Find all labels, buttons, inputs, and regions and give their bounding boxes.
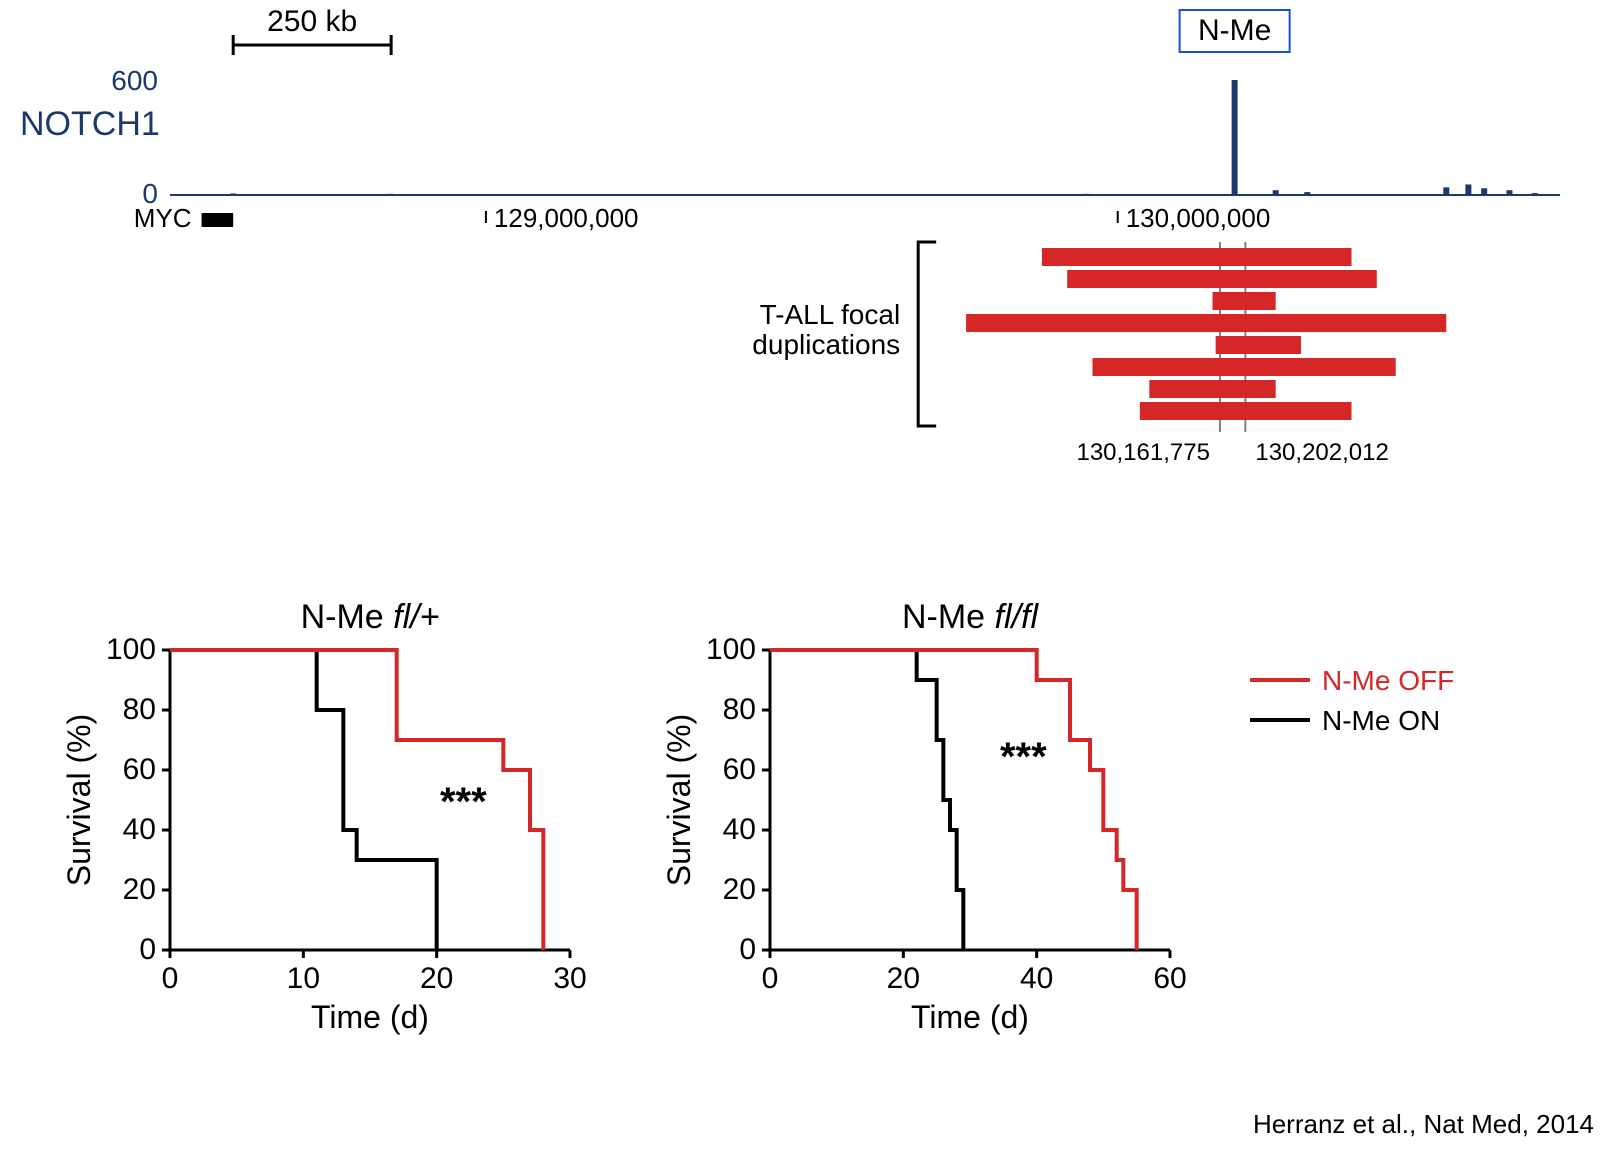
y-tick-label: 100 bbox=[106, 633, 156, 666]
y-tick-label: 20 bbox=[723, 873, 756, 906]
duplication-bar bbox=[966, 314, 1446, 332]
small-peak bbox=[1304, 192, 1310, 195]
duplication-bar bbox=[1067, 270, 1377, 288]
x-tick-label: 20 bbox=[887, 962, 920, 995]
km-title: N-Me fl/+ bbox=[301, 598, 440, 636]
duplication-bar bbox=[1092, 358, 1395, 376]
duplication-bar bbox=[1216, 336, 1301, 354]
y-tick-label: 80 bbox=[123, 693, 156, 726]
track-label: NOTCH1 bbox=[20, 105, 160, 143]
small-peak bbox=[1506, 190, 1512, 195]
small-peak bbox=[293, 194, 299, 195]
y-tick-label: 40 bbox=[123, 813, 156, 846]
bracket bbox=[918, 242, 936, 426]
y-tick-label: 0 bbox=[739, 933, 756, 966]
citation-text: Herranz et al., Nat Med, 2014 bbox=[1253, 1109, 1594, 1140]
small-peak bbox=[1443, 187, 1449, 195]
significance: *** bbox=[440, 780, 487, 824]
nme-label: N-Me bbox=[1198, 14, 1271, 47]
small-peak bbox=[609, 194, 615, 195]
y-tick-label: 60 bbox=[123, 753, 156, 786]
genome-track-panel: 0600NOTCH1250 kbN-Me129,000,000130,000,0… bbox=[0, 0, 1624, 470]
small-peak bbox=[1083, 194, 1089, 195]
y-tick-label: 0 bbox=[139, 933, 156, 966]
small-peak bbox=[1273, 190, 1279, 195]
small-peak bbox=[925, 194, 931, 195]
km-on-line bbox=[770, 650, 963, 950]
small-peak bbox=[1481, 188, 1487, 195]
survival-svg: 0 20 40 60 80 100 0 10 20 30 Time (d) Survival (%) N… bbox=[0, 560, 1624, 1120]
y-label: Survival (%) bbox=[61, 714, 97, 886]
common-end-label: 130,202,012 bbox=[1255, 439, 1388, 466]
duplication-bar bbox=[1042, 248, 1352, 266]
x-tick-label: 20 bbox=[420, 962, 453, 995]
y-tick-label: 100 bbox=[706, 633, 756, 666]
axis-tick-label: 130,000,000 bbox=[1126, 203, 1271, 233]
myc-gene-mark bbox=[202, 213, 234, 227]
km-off-line bbox=[770, 650, 1137, 950]
x-tick-label: 40 bbox=[1020, 962, 1053, 995]
ytick-600: 600 bbox=[111, 65, 158, 96]
y-tick-label: 60 bbox=[723, 753, 756, 786]
small-peak bbox=[515, 194, 521, 195]
figure-container: 0600NOTCH1250 kbN-Me129,000,000130,000,0… bbox=[0, 0, 1624, 1160]
x-tick-label: 10 bbox=[287, 962, 320, 995]
x-label: Time (d) bbox=[911, 999, 1029, 1035]
significance: *** bbox=[1000, 735, 1047, 779]
small-peak bbox=[1146, 194, 1152, 195]
y-tick-label: 80 bbox=[723, 693, 756, 726]
scale-bar-label: 250 kb bbox=[267, 5, 357, 38]
dup-label: T-ALL focal bbox=[760, 299, 901, 330]
axis-tick-label: 129,000,000 bbox=[494, 203, 639, 233]
x-label: Time (d) bbox=[311, 999, 429, 1035]
nme-peak bbox=[1232, 80, 1238, 195]
x-tick-label: 30 bbox=[553, 962, 586, 995]
small-peak bbox=[1465, 184, 1471, 195]
dup-label: duplications bbox=[752, 329, 900, 360]
genome-track-svg: 0600NOTCH1250 kbN-Me129,000,000130,000,0… bbox=[0, 0, 1624, 470]
x-tick-label: 0 bbox=[162, 962, 179, 995]
duplication-bar bbox=[1140, 402, 1352, 420]
duplication-bar bbox=[1149, 380, 1275, 398]
x-tick-label: 0 bbox=[762, 962, 779, 995]
km-off-line bbox=[170, 650, 543, 950]
survival-panel: 0 20 40 60 80 100 0 10 20 30 Time (d) Survival (%) N… bbox=[0, 560, 1624, 1120]
y-tick-label: 20 bbox=[123, 873, 156, 906]
km-title: N-Me fl/fl bbox=[902, 598, 1039, 636]
small-peak bbox=[230, 193, 236, 195]
y-tick-label: 40 bbox=[723, 813, 756, 846]
x-tick-label: 60 bbox=[1153, 962, 1186, 995]
small-peak bbox=[1532, 193, 1538, 195]
common-start-label: 130,161,775 bbox=[1076, 439, 1209, 466]
duplication-bar bbox=[1213, 292, 1276, 310]
legend-label: N-Me OFF bbox=[1322, 665, 1454, 696]
legend-label: N-Me ON bbox=[1322, 705, 1440, 736]
y-label: Survival (%) bbox=[661, 714, 697, 886]
myc-label: MYC bbox=[134, 203, 192, 233]
small-peak bbox=[388, 194, 394, 195]
